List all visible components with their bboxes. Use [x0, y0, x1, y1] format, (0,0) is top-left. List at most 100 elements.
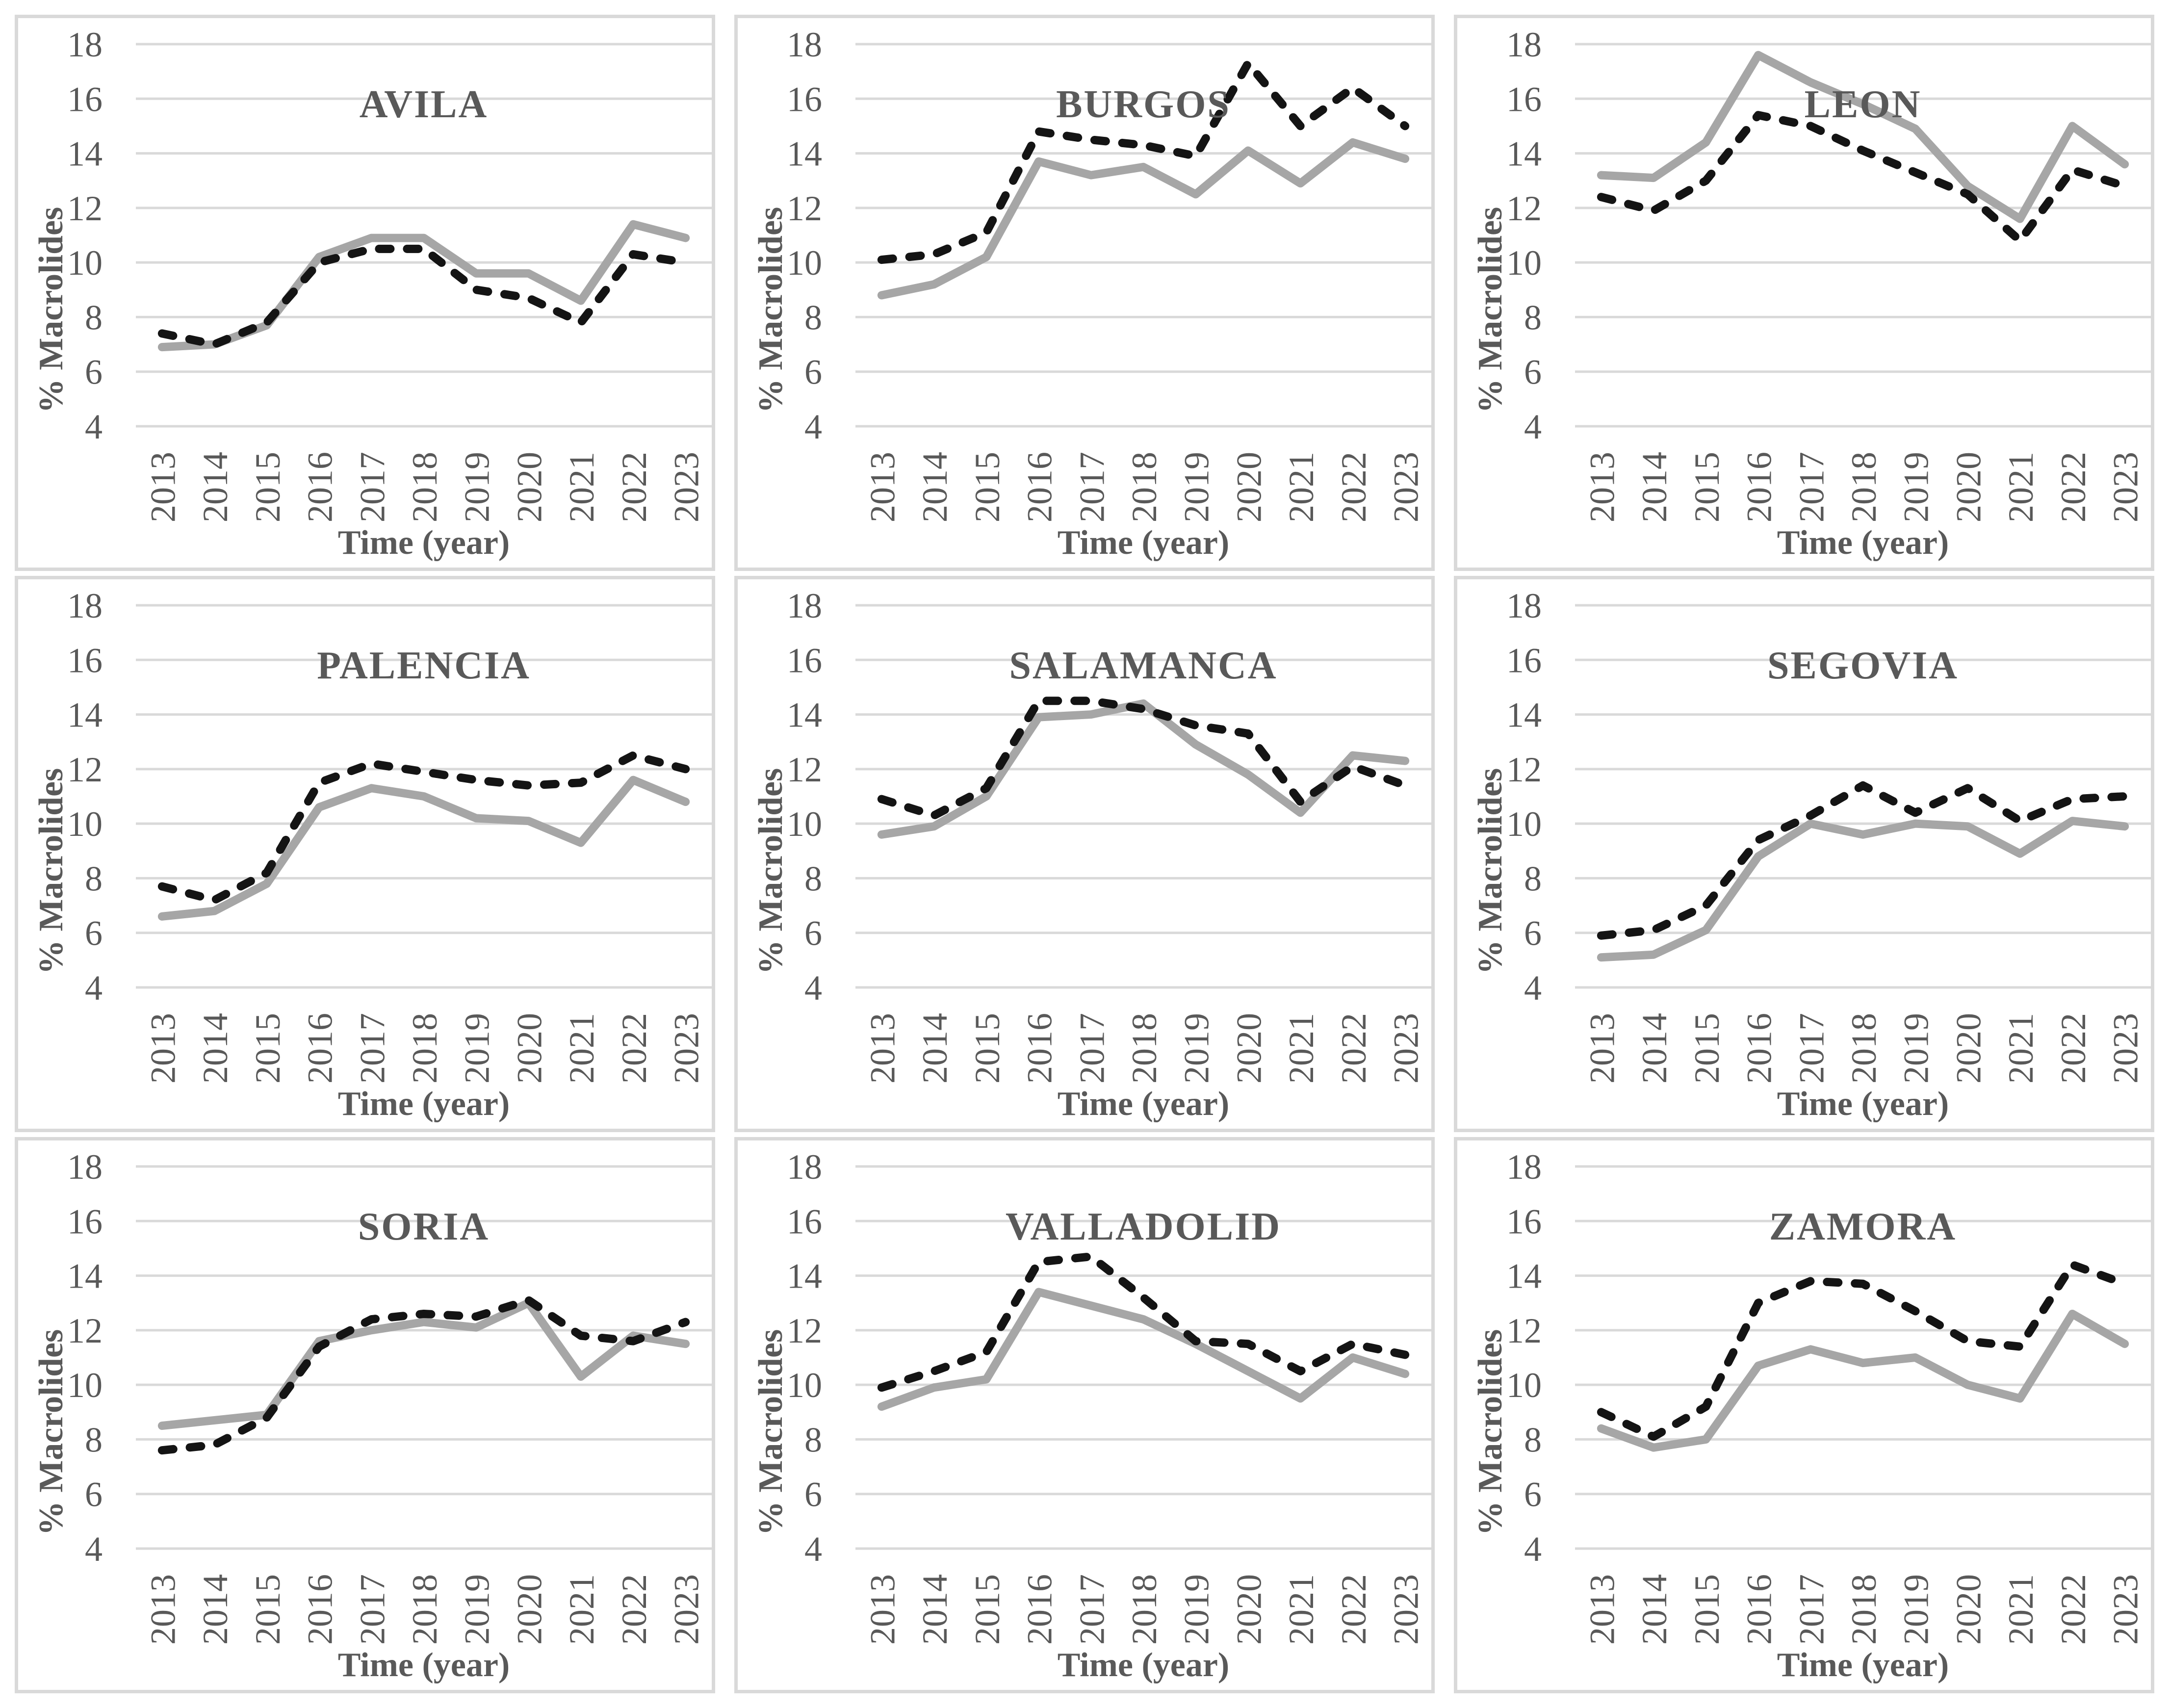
x-axis-label: Time (year): [1777, 524, 1949, 562]
y-tick-label: 10: [787, 243, 822, 283]
x-tick-label: 2017: [353, 452, 392, 522]
chart-panel-valladolid: 4 6 8 10 12 14 16 18 2013 2014 2015 2016 2017 2018 201…: [734, 1137, 1435, 1693]
x-tick-label: 2021: [2001, 1574, 2041, 1645]
y-tick-label: 4: [1524, 968, 1542, 1008]
x-tick-label: 2022: [615, 1574, 654, 1645]
x-tick-label: 2018: [405, 1574, 444, 1645]
x-tick-label: 2020: [1949, 1013, 1988, 1084]
line-chart-segovia: 4 6 8 10 12 14 16 18 2013 2014 2015 2016 2017 2018 201…: [1472, 586, 2151, 1123]
y-tick-label: 4: [804, 407, 822, 446]
y-tick-label: 8: [804, 298, 822, 337]
series-dashed-black-line: [157, 751, 690, 905]
x-tick-label: 2023: [2106, 1574, 2145, 1645]
series-solid-gray-line: [1597, 1309, 2129, 1452]
chart-panel-avila: 4 6 8 10 12 14 16 18 2013 2014 2015 2016 2017 2018 201…: [15, 15, 715, 571]
y-axis-label: % Macrolides: [1472, 768, 1509, 975]
y-tick-label: 8: [85, 1420, 103, 1459]
x-tick-label: 2020: [1229, 452, 1268, 522]
x-tick-label: 2020: [1949, 452, 1988, 522]
x-tick-label: 2020: [1229, 1013, 1268, 1084]
x-tick-label: 2014: [915, 1013, 955, 1084]
x-tick-label: 2018: [405, 452, 444, 522]
x-tick-label: 2018: [1125, 1574, 1164, 1645]
y-tick-label: 18: [1506, 25, 1542, 64]
line-chart-leon: 4 6 8 10 12 14 16 18 2013 2014 2015 2016 2017 2018 201…: [1472, 25, 2151, 562]
y-tick-label: 10: [67, 243, 103, 283]
y-tick-label: 12: [787, 1311, 822, 1350]
x-axis-label: Time (year): [1058, 524, 1230, 562]
y-tick-label: 14: [787, 134, 822, 174]
y-tick-label: 12: [1506, 750, 1542, 789]
y-axis-label: % Macrolides: [1472, 207, 1509, 414]
chart-title: ZAMORA: [1769, 1205, 1957, 1248]
chart-title: SALAMANCA: [1009, 644, 1278, 687]
x-tick-label: 2013: [1582, 1574, 1622, 1645]
y-tick-label: 4: [85, 407, 103, 446]
x-tick-label: 2019: [458, 1574, 497, 1645]
x-tick-label: 2017: [353, 1574, 392, 1645]
y-tick-label: 14: [1506, 696, 1542, 735]
y-tick-label: 4: [1524, 1529, 1542, 1569]
x-tick-label: 2019: [1177, 1574, 1216, 1645]
y-tick-label: 10: [67, 1366, 103, 1405]
x-tick-label: 2022: [615, 452, 654, 522]
x-tick-label: 2016: [1740, 1574, 1779, 1645]
x-tick-label: 2015: [1687, 1013, 1727, 1084]
series-solid-gray-line: [157, 220, 690, 352]
x-tick-label: 2016: [1740, 1013, 1779, 1084]
chart-title: SEGOVIA: [1767, 644, 1959, 687]
y-tick-label: 8: [85, 859, 103, 898]
y-tick-label: 8: [85, 298, 103, 337]
y-tick-label: 16: [787, 1202, 822, 1241]
x-tick-label: 2022: [2054, 1574, 2093, 1645]
x-tick-label: 2014: [1635, 452, 1674, 522]
y-tick-label: 16: [787, 641, 822, 680]
x-tick-label: 2022: [2054, 452, 2093, 522]
x-tick-label: 2019: [1897, 452, 1936, 522]
x-tick-label: 2023: [2106, 1013, 2145, 1084]
y-tick-label: 6: [804, 353, 822, 392]
x-tick-label: 2021: [1282, 452, 1321, 522]
series-solid-gray-line: [877, 1288, 1410, 1411]
y-tick-label: 10: [787, 804, 822, 844]
y-tick-label: 16: [67, 1202, 103, 1241]
line-chart-avila: 4 6 8 10 12 14 16 18 2013 2014 2015 2016 2017 2018 201…: [32, 25, 712, 562]
y-tick-label: 4: [85, 1529, 103, 1569]
x-tick-label: 2013: [863, 1574, 902, 1645]
x-tick-label: 2019: [1177, 1013, 1216, 1084]
x-tick-label: 2016: [301, 452, 340, 522]
line-chart-zamora: 4 6 8 10 12 14 16 18 2013 2014 2015 2016 2017 2018 201…: [1472, 1147, 2151, 1684]
series-solid-gray-line: [157, 1298, 690, 1430]
y-tick-label: 10: [1506, 243, 1542, 283]
x-tick-label: 2018: [1844, 1013, 1884, 1084]
y-tick-label: 14: [67, 134, 103, 174]
y-tick-label: 6: [1524, 353, 1542, 392]
x-tick-label: 2014: [196, 1013, 235, 1084]
chart-panel-soria: 4 6 8 10 12 14 16 18 2013 2014 2015 2016 2017 2018 201…: [15, 1137, 715, 1693]
y-tick-label: 12: [787, 750, 822, 789]
x-tick-label: 2018: [405, 1013, 444, 1084]
y-tick-label: 12: [787, 189, 822, 228]
line-chart-salamanca: 4 6 8 10 12 14 16 18 2013 2014 2015 2016 2017 2018 201…: [752, 586, 1431, 1123]
x-tick-label: 2020: [510, 1574, 549, 1645]
x-tick-label: 2015: [248, 452, 287, 522]
x-tick-label: 2013: [143, 1574, 182, 1645]
x-tick-label: 2015: [968, 1574, 1007, 1645]
y-tick-label: 6: [85, 1475, 103, 1514]
y-tick-label: 18: [1506, 586, 1542, 625]
x-tick-label: 2023: [1387, 1013, 1426, 1084]
x-tick-label: 2022: [1334, 1574, 1373, 1645]
y-tick-label: 8: [1524, 1420, 1542, 1459]
x-tick-label: 2014: [196, 452, 235, 522]
y-tick-label: 12: [67, 750, 103, 789]
y-tick-label: 12: [67, 1311, 103, 1350]
x-tick-label: 2019: [458, 452, 497, 522]
x-tick-label: 2023: [1387, 1574, 1426, 1645]
line-chart-burgos: 4 6 8 10 12 14 16 18 2013 2014 2015 2016 2017 2018 201…: [752, 25, 1431, 562]
x-tick-label: 2013: [1582, 1013, 1622, 1084]
y-tick-label: 14: [787, 696, 822, 735]
x-tick-label: 2023: [667, 452, 706, 522]
y-tick-label: 16: [1506, 1202, 1542, 1241]
y-tick-label: 18: [67, 1147, 103, 1187]
x-axis-label: Time (year): [1058, 1085, 1230, 1123]
